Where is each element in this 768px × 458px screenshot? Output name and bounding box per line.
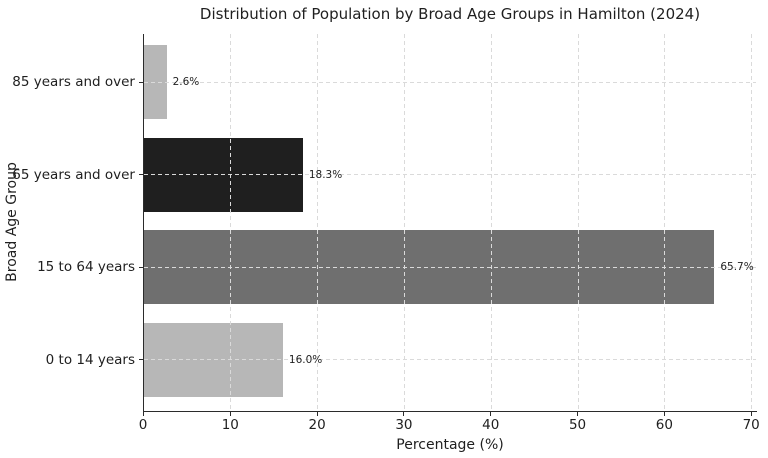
grid-line-x xyxy=(403,34,405,411)
bottom-spine xyxy=(143,411,757,413)
bar-value-label: 2.6% xyxy=(172,76,200,88)
category-label: 85 years and over xyxy=(12,74,135,90)
bar-value-label: 18.3% xyxy=(308,168,343,181)
category-label: 15 to 64 years xyxy=(37,259,135,275)
x-tick-mark xyxy=(490,412,492,417)
x-tick-label: 70 xyxy=(742,417,760,433)
x-tick-label: 10 xyxy=(221,417,239,433)
x-tick-mark xyxy=(316,412,318,417)
x-tick-mark xyxy=(750,412,752,417)
grid-line-y xyxy=(144,266,756,268)
bar-value-label: 65.7% xyxy=(720,261,754,273)
x-tick-label: 20 xyxy=(308,417,326,433)
y-tick-mark xyxy=(138,174,143,175)
y-tick-mark xyxy=(138,359,143,360)
grid-line-x xyxy=(490,34,492,411)
y-tick-mark xyxy=(138,81,143,83)
x-tick-label: 40 xyxy=(482,417,500,433)
category-label: 0 to 14 years xyxy=(45,351,135,368)
x-axis-label: Percentage (%) xyxy=(396,437,504,453)
grid-line-x xyxy=(230,34,232,411)
x-tick-mark xyxy=(229,412,231,417)
x-tick-label: 50 xyxy=(568,417,587,433)
plot-area: 2.6% 18.3% 65.7% 16.0% xyxy=(144,34,756,411)
grid-line-y xyxy=(144,81,756,83)
grid-line-x xyxy=(577,34,579,411)
y-tick-mark xyxy=(138,266,143,268)
grid-line-x xyxy=(751,34,753,411)
x-tick-mark xyxy=(403,412,405,417)
grid-line-x xyxy=(664,34,666,411)
x-tick-mark xyxy=(577,412,579,417)
x-tick-mark xyxy=(663,412,665,417)
grid-line-x xyxy=(317,34,319,411)
bar-value-label: 16.0% xyxy=(288,353,323,366)
x-tick-mark xyxy=(142,412,144,417)
chart-title: Distribution of Population by Broad Age … xyxy=(199,5,701,23)
grid-line-y xyxy=(144,359,756,360)
x-tick-label: 30 xyxy=(395,417,413,433)
left-spine xyxy=(143,34,145,412)
category-label: 65 years and over xyxy=(12,166,135,183)
grid-line-y xyxy=(144,174,756,175)
x-tick-label: 0 xyxy=(138,417,148,433)
x-tick-label: 60 xyxy=(655,417,673,433)
